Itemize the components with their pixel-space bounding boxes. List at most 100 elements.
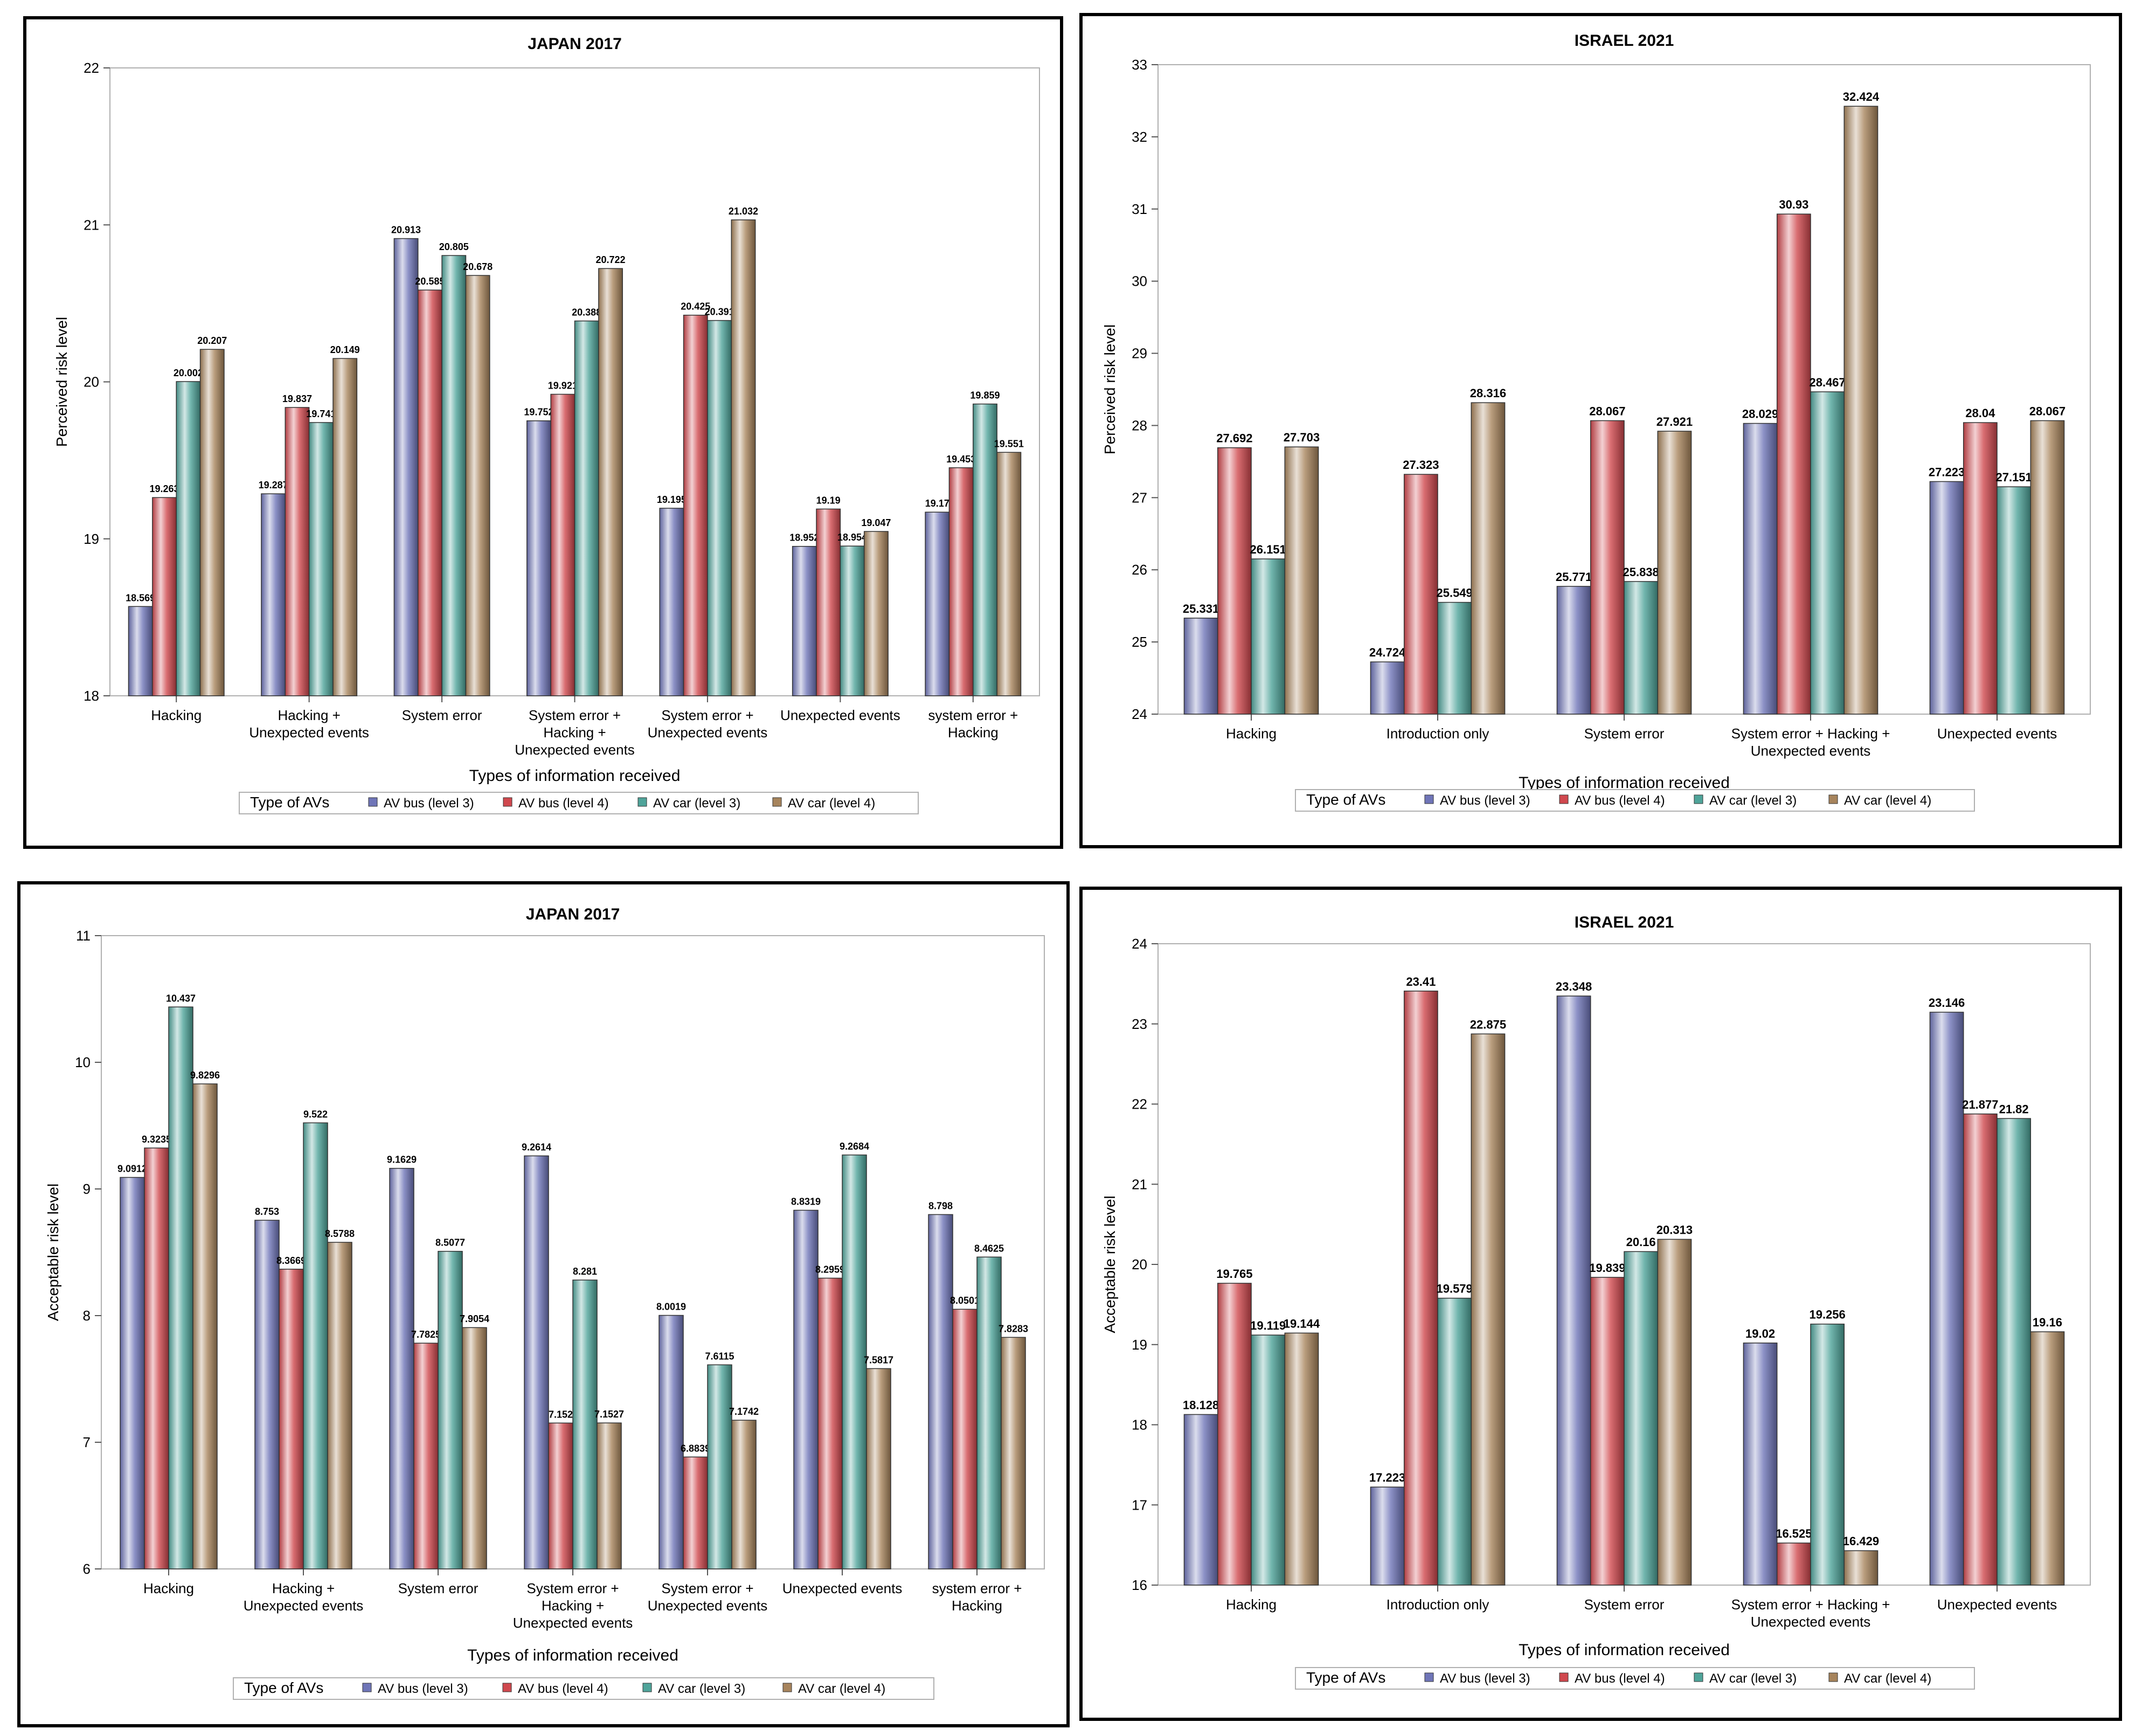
x-category-label: Unexpected events <box>1751 743 1871 759</box>
x-category-label: Hacking <box>1226 725 1277 742</box>
bar-value-label: 28.467 <box>1809 376 1845 389</box>
bar-value-label: 26.151 <box>1250 543 1286 556</box>
bar-value-label: 19.17 <box>925 498 949 509</box>
bar <box>1963 1113 1998 1586</box>
legend: Type of AVs AV bus (level 3) AV bus (level… <box>239 792 919 814</box>
legend-label: AV car (level 4) <box>1844 793 1931 808</box>
bar-value-label: 18.954 <box>837 532 867 543</box>
bar <box>1217 447 1252 715</box>
bar-value-label: 19.765 <box>1216 1267 1252 1281</box>
bar <box>332 358 358 696</box>
bar <box>817 1277 843 1569</box>
bar <box>1657 1239 1692 1586</box>
y-axis-label: Acceptable risk level <box>1101 1195 1118 1333</box>
legend-swatch <box>503 797 512 807</box>
bar-value-label: 27.921 <box>1656 415 1693 428</box>
bar-value-label: 18.128 <box>1183 1398 1219 1412</box>
bar <box>996 452 1022 696</box>
bar-value-label: 20.16 <box>1626 1235 1656 1249</box>
y-axis-label: Perceived risk level <box>1101 324 1118 454</box>
y-tick-label: 8 <box>83 1308 91 1324</box>
legend-label: AV car (level 3) <box>1709 1671 1797 1686</box>
bar <box>438 1250 463 1569</box>
y-tick-label: 10 <box>75 1054 91 1070</box>
bar-value-label: 19.741 <box>306 409 336 419</box>
bar-value-label: 8.0501 <box>950 1295 980 1306</box>
y-tick-label: 32 <box>1132 129 1147 145</box>
bar-value-label: 20.207 <box>197 335 227 346</box>
bar <box>1251 558 1286 715</box>
x-category-label: Unexpected events <box>648 724 768 741</box>
legend-label: AV bus (level 4) <box>1575 793 1665 808</box>
bar <box>254 1220 280 1569</box>
bar-value-label: 22.875 <box>1470 1018 1506 1031</box>
bar-value-label: 25.771 <box>1556 570 1592 584</box>
bar <box>1743 1343 1778 1586</box>
x-category-label: System error + Hacking + <box>1731 1596 1890 1613</box>
bar <box>1776 1543 1811 1586</box>
legend-swatch <box>1559 1672 1569 1682</box>
bar-value-label: 20.913 <box>391 225 421 236</box>
x-category-label: System error + <box>529 707 621 723</box>
bar <box>152 497 177 696</box>
y-tick-label: 25 <box>1132 634 1147 650</box>
legend-label: AV car (level 4) <box>1844 1671 1931 1686</box>
bar <box>526 420 551 696</box>
bar <box>308 422 334 696</box>
bar <box>1997 1118 2032 1586</box>
bar-value-label: 8.753 <box>255 1206 279 1217</box>
y-tick-label: 26 <box>1132 562 1147 578</box>
legend-swatch <box>362 1683 372 1692</box>
y-tick-label: 7 <box>83 1434 91 1450</box>
bar-value-label: 9.2684 <box>840 1141 869 1152</box>
bar-value-label: 25.838 <box>1623 565 1659 579</box>
bar-value-label: 21.032 <box>729 206 758 217</box>
legend-title: Type of AVs <box>1306 791 1385 808</box>
bar-value-label: 27.703 <box>1284 431 1320 444</box>
bar <box>1471 1033 1506 1586</box>
bar-value-label: 28.04 <box>1965 406 1995 420</box>
y-tick-label: 24 <box>1132 706 1147 722</box>
bar <box>465 275 490 696</box>
bar <box>1590 1277 1625 1586</box>
legend-swatch <box>1694 1672 1703 1682</box>
bar <box>2030 420 2065 715</box>
bar-value-label: 19.752 <box>524 407 553 418</box>
bar <box>1997 486 2032 715</box>
bar-value-label: 7.152 <box>549 1409 573 1420</box>
x-category-label: Unexpected events <box>782 1580 903 1596</box>
bar-value-label: 20.678 <box>463 261 493 272</box>
bar-value-label: 23.348 <box>1556 980 1592 993</box>
legend-box <box>239 792 919 814</box>
legend-swatch <box>1559 794 1569 804</box>
x-axis-label: Types of information received <box>467 1647 678 1664</box>
bar <box>1929 1012 1964 1586</box>
chart-title: ISRAEL 2021 <box>1575 914 1674 931</box>
bar <box>1929 481 1964 715</box>
bar <box>417 289 442 696</box>
y-tick-label: 18 <box>84 688 99 704</box>
legend-label: AV car (level 4) <box>798 1682 885 1696</box>
y-tick-label: 18 <box>1132 1417 1147 1433</box>
legend-swatch <box>368 797 378 807</box>
bar <box>303 1122 328 1569</box>
legend-swatch <box>1694 794 1703 804</box>
x-category-label: system error + <box>932 1580 1022 1596</box>
bar <box>925 511 950 696</box>
x-axis-label: Types of information received <box>469 767 681 785</box>
bar <box>285 407 310 696</box>
chart-panel-israel-acceptable: ISRAEL 2021 16 17 18 19 20 21 22 23 24 Acceptable … <box>1079 887 2122 1721</box>
bar <box>327 1242 352 1569</box>
x-category-label: Hacking <box>151 707 202 723</box>
y-tick-label: 22 <box>1132 1096 1147 1112</box>
x-category-label: Hacking + <box>542 1597 604 1614</box>
legend-label: AV bus (level 3) <box>378 1682 468 1696</box>
chart-japan-acceptable: JAPAN 2017 6 7 8 9 10 11 Acceptable risk level 9… <box>45 905 1045 1700</box>
bar <box>1217 1283 1252 1586</box>
bar-value-label: 6.8839 <box>681 1443 710 1454</box>
bar <box>2030 1331 2065 1586</box>
legend-title: Type of AVs <box>244 1679 323 1696</box>
bar <box>572 1279 598 1569</box>
bar-value-label: 8.798 <box>928 1200 953 1211</box>
bar <box>199 349 225 696</box>
